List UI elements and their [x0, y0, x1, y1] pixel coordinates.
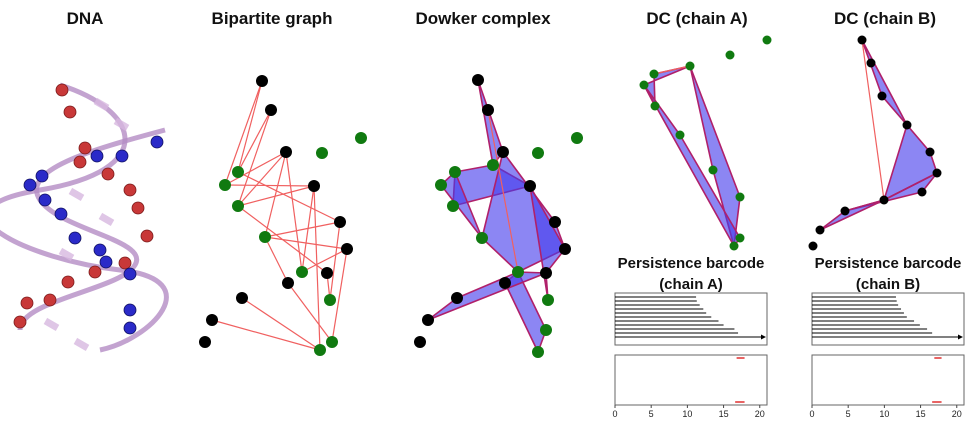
h1-frame [615, 355, 767, 405]
x-tick-label: 10 [682, 409, 692, 419]
x-tick-label: 15 [916, 409, 926, 419]
x-tick-label: 20 [755, 409, 765, 419]
h1-frame [812, 355, 964, 405]
barcode-title: (chain B) [856, 276, 920, 293]
x-tick-label: 0 [809, 409, 814, 419]
x-tick-label: 15 [719, 409, 729, 419]
x-tick-label: 5 [846, 409, 851, 419]
arrow-head [761, 335, 766, 340]
x-tick-label: 0 [612, 409, 617, 419]
figure: DNA Bipartite graph Dowker complex DC (c… [0, 0, 979, 421]
dna-illustration [0, 84, 166, 351]
dowker-complex [414, 74, 583, 358]
arrow-head [958, 335, 963, 340]
panel-title: Dowker complex [415, 9, 551, 28]
panel-title: DC (chain A) [646, 9, 747, 28]
barcode-title: Persistence barcode [815, 255, 962, 272]
x-tick-label: 20 [952, 409, 962, 419]
panel-title: DC (chain B) [834, 9, 936, 28]
panel-title: Bipartite graph [212, 9, 333, 28]
barcode-title: Persistence barcode [618, 255, 765, 272]
barcode-title: (chain A) [659, 276, 723, 293]
panel-title: DNA [67, 9, 104, 28]
x-tick-label: 5 [649, 409, 654, 419]
bipartite-graph [199, 75, 367, 356]
dowker-complex-chain-b [809, 36, 942, 251]
x-tick-label: 10 [879, 409, 889, 419]
dowker-complex-chain-a [640, 36, 772, 251]
